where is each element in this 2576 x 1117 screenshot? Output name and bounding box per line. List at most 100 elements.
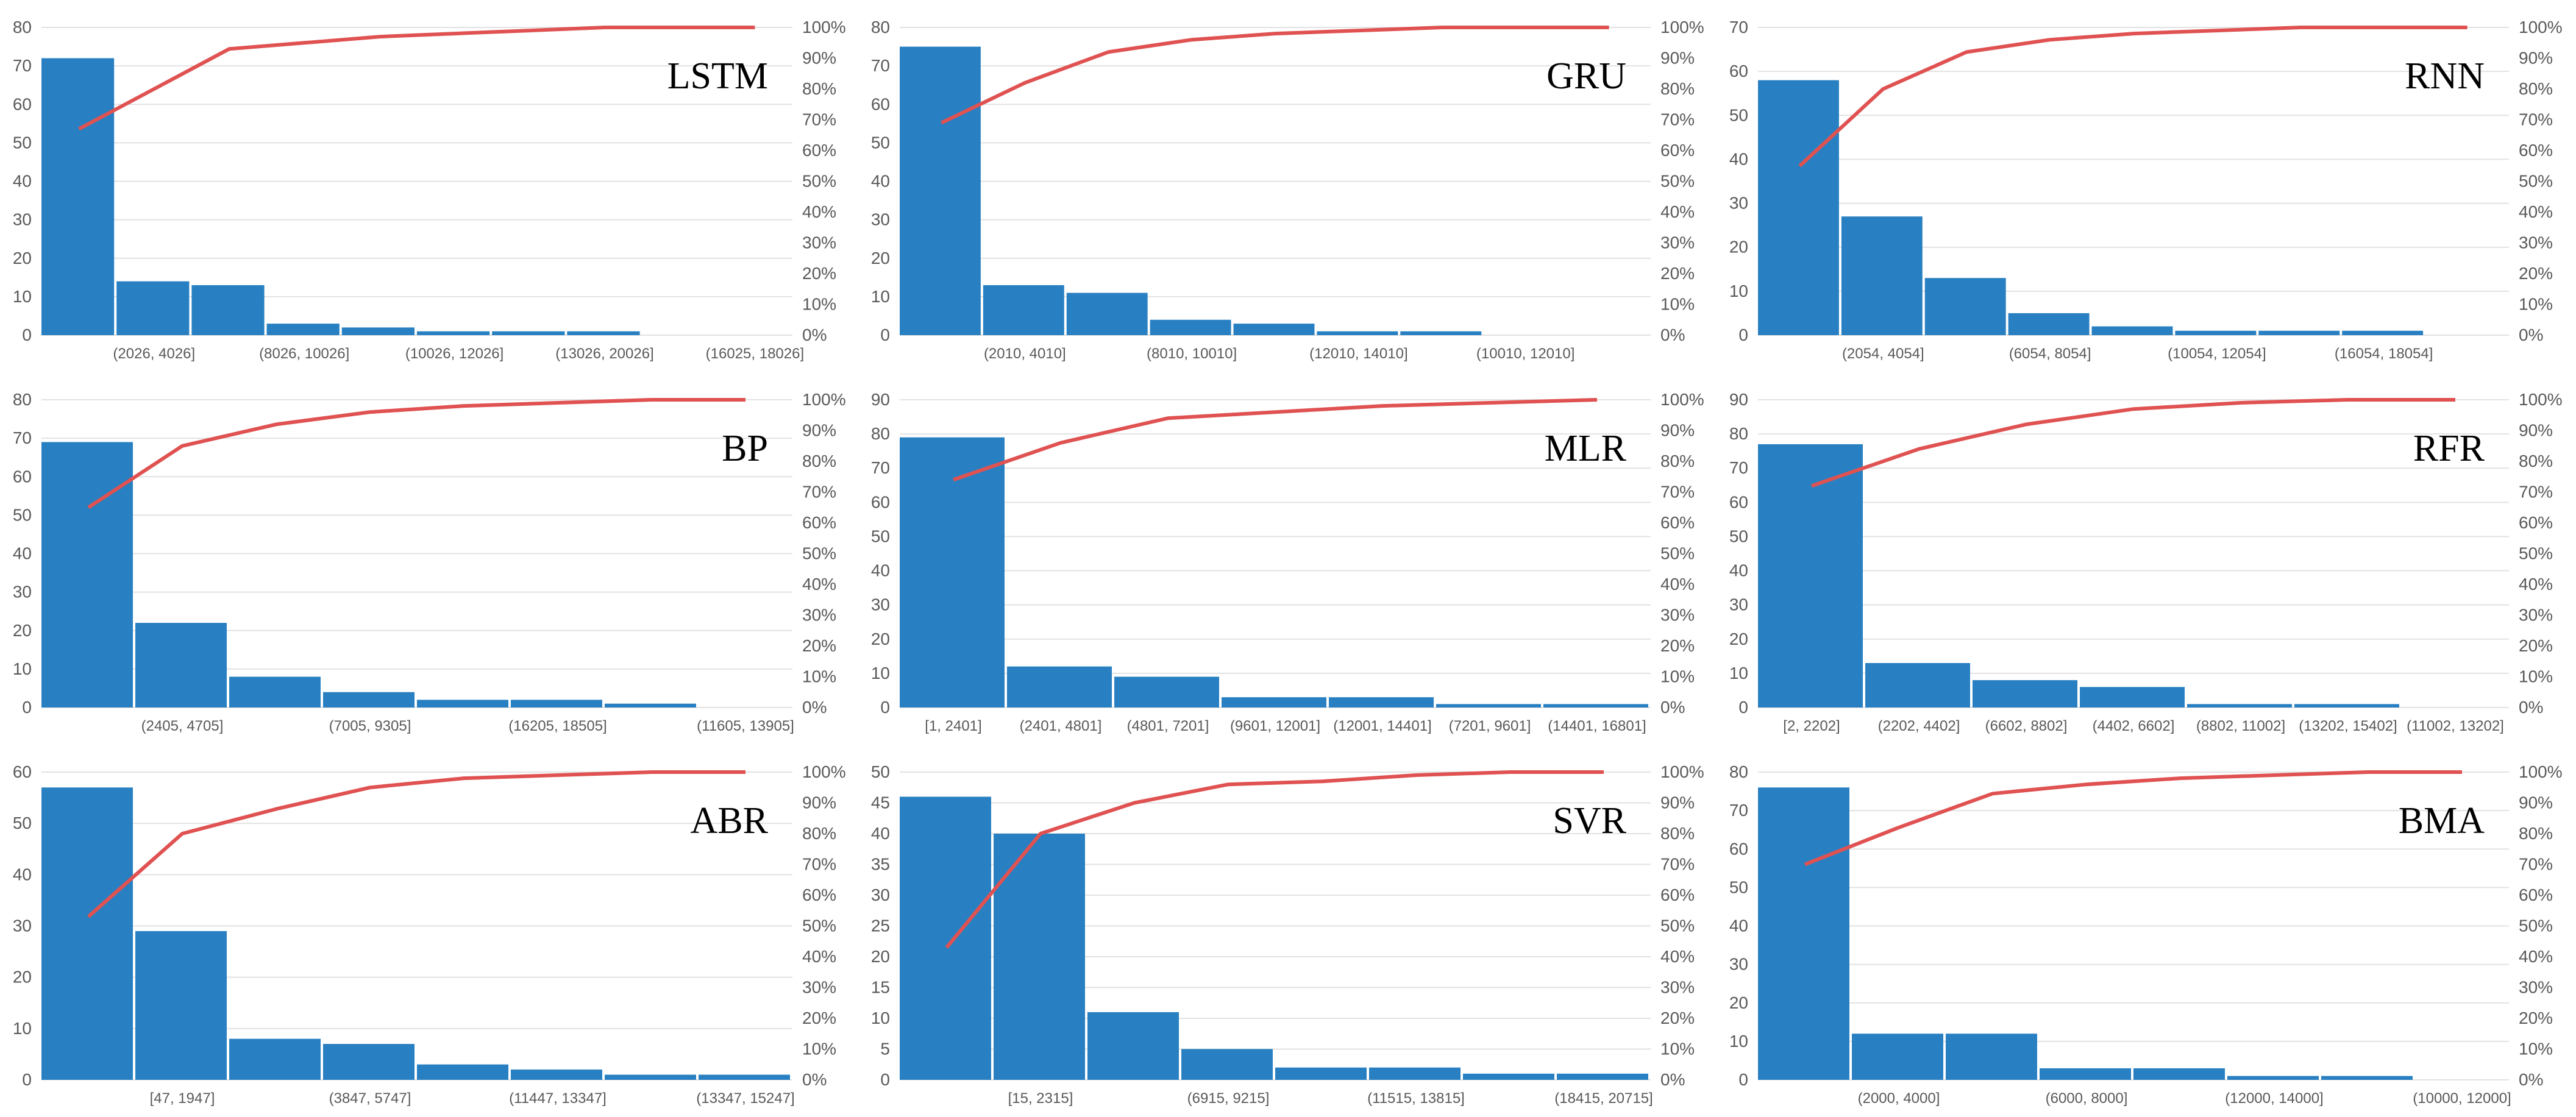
y-tick-label: 10 bbox=[1729, 282, 1748, 300]
y2-tick-label: 90% bbox=[2519, 421, 2553, 440]
y-tick-label: 30 bbox=[13, 583, 32, 601]
y-tick-label: 80 bbox=[1729, 762, 1748, 781]
y2-tick-label: 80% bbox=[2519, 79, 2553, 98]
bar bbox=[41, 442, 133, 707]
y2-tick-label: 60% bbox=[2519, 513, 2553, 532]
chart-panel-svr: 0 5 10 15 20 25 30 35 40 45 50 0% 10% 20% 30% 40% 50% 60%… bbox=[871, 762, 1704, 1107]
y-tick-label: 80 bbox=[13, 18, 32, 37]
bar bbox=[1007, 666, 1112, 707]
bar bbox=[1865, 663, 1970, 707]
y-tick-label: 80 bbox=[1729, 424, 1748, 443]
chart-panel-mlr: 0 10 20 30 40 50 60 70 80 90 0% 10% 20% 30% 40% 50% 60% 7… bbox=[871, 390, 1704, 734]
model-label: RFR bbox=[2413, 428, 2485, 469]
x-tick-label: (2202, 4402] bbox=[1878, 718, 1960, 734]
y-tick-label: 90 bbox=[871, 390, 890, 409]
y-tick-label: 60 bbox=[13, 762, 32, 781]
x-tick-label: (2054, 4054] bbox=[1842, 346, 1924, 362]
y2-tick-label: 90% bbox=[2519, 793, 2553, 812]
y-tick-label: 30 bbox=[1729, 595, 1748, 614]
y2-tick-label: 30% bbox=[802, 978, 836, 997]
y2-tick-label: 0% bbox=[802, 325, 827, 344]
y2-tick-label: 70% bbox=[1660, 483, 1695, 502]
y2-tick-label: 40% bbox=[1660, 575, 1695, 594]
y2-tick-label: 100% bbox=[1660, 762, 1704, 781]
x-tick-label: (16205, 18505] bbox=[508, 718, 607, 734]
x-tick-label: (11002, 13202] bbox=[2407, 718, 2504, 734]
y2-tick-label: 60% bbox=[802, 141, 836, 160]
y-tick-label: 0 bbox=[1738, 698, 1748, 717]
bar bbox=[1087, 1012, 1179, 1080]
x-tick-label: (7005, 9305] bbox=[329, 718, 411, 734]
y2-tick-label: 30% bbox=[1660, 978, 1695, 997]
y2-tick-label: 80% bbox=[1660, 452, 1695, 470]
y-tick-label: 50 bbox=[13, 505, 32, 524]
y-tick-label: 15 bbox=[871, 978, 890, 997]
y-tick-label: 80 bbox=[871, 18, 890, 37]
x-tick-label: (8026, 10026] bbox=[259, 346, 349, 362]
chart-panel-abr: 0 10 20 30 40 50 60 0% 10% 20% 30% 40% 50% 60% 70% 80% 9… bbox=[13, 762, 846, 1107]
x-tick-label: (7201, 9601] bbox=[1449, 718, 1531, 734]
chart-panel-rfr: 0 10 20 30 40 50 60 70 80 90 0% 10% 20% 30% 40% 50% 60% 7… bbox=[1729, 390, 2563, 734]
y2-tick-label: 90% bbox=[1660, 793, 1695, 812]
x-tick-label: (3847, 5747] bbox=[329, 1090, 411, 1107]
y-tick-label: 30 bbox=[1729, 194, 1748, 213]
bar bbox=[1841, 216, 1923, 335]
x-tick-label: (11447, 13347] bbox=[509, 1090, 607, 1107]
x-tick-label: [2, 2202] bbox=[1783, 718, 1840, 734]
y2-tick-label: 90% bbox=[802, 421, 836, 440]
y-tick-label: 30 bbox=[13, 917, 32, 935]
bar bbox=[323, 1044, 415, 1080]
bar bbox=[1946, 1034, 2037, 1080]
chart-panel-gru: 0 10 20 30 40 50 60 70 80 0% 10% 20% 30% 40% 50% 60% 70%… bbox=[871, 18, 1704, 362]
bar bbox=[2040, 1068, 2131, 1080]
y-tick-label: 60 bbox=[871, 94, 890, 113]
y2-tick-label: 20% bbox=[802, 264, 836, 283]
y2-tick-label: 20% bbox=[1660, 264, 1695, 283]
x-tick-label: (13202, 15402] bbox=[2299, 718, 2397, 734]
bar bbox=[266, 324, 340, 335]
y2-tick-label: 50% bbox=[2519, 172, 2553, 191]
bar bbox=[994, 834, 1085, 1080]
y-tick-label: 40 bbox=[1729, 561, 1748, 580]
y-tick-label: 40 bbox=[1729, 149, 1748, 168]
y2-tick-label: 40% bbox=[1660, 947, 1695, 966]
bar bbox=[2342, 330, 2424, 335]
y2-tick-label: 50% bbox=[802, 172, 836, 191]
bar bbox=[41, 58, 115, 335]
model-label: ABR bbox=[691, 800, 769, 842]
y-tick-label: 80 bbox=[871, 424, 890, 443]
x-tick-label: (2000, 4000] bbox=[1858, 1090, 1940, 1107]
bar bbox=[900, 46, 981, 335]
y-tick-label: 0 bbox=[22, 325, 32, 344]
bar bbox=[1463, 1073, 1554, 1080]
y2-tick-label: 10% bbox=[2519, 295, 2553, 314]
cumulative-percent-line bbox=[941, 26, 1609, 125]
bar bbox=[417, 1064, 508, 1080]
y2-tick-label: 70% bbox=[802, 110, 836, 129]
y-tick-label: 50 bbox=[871, 762, 890, 781]
y-tick-label: 0 bbox=[1738, 1070, 1748, 1089]
y2-tick-label: 100% bbox=[1660, 390, 1704, 409]
bar bbox=[1066, 293, 1148, 335]
y-tick-label: 30 bbox=[1729, 955, 1748, 974]
bar bbox=[1436, 704, 1541, 707]
y2-tick-label: 90% bbox=[802, 793, 836, 812]
bar bbox=[1543, 704, 1648, 707]
y2-tick-label: 60% bbox=[1660, 141, 1695, 160]
y2-tick-label: 0% bbox=[802, 698, 827, 717]
bar bbox=[2175, 330, 2257, 335]
y2-tick-label: 90% bbox=[1660, 49, 1695, 68]
y2-tick-label: 100% bbox=[2519, 762, 2563, 781]
x-tick-label: (2401, 4801] bbox=[1020, 718, 1102, 734]
y2-tick-label: 50% bbox=[802, 544, 836, 563]
y-tick-label: 0 bbox=[22, 1070, 32, 1089]
bar bbox=[116, 281, 190, 335]
y2-tick-label: 70% bbox=[1660, 855, 1695, 874]
y-tick-label: 0 bbox=[880, 1070, 890, 1089]
y2-tick-label: 20% bbox=[2519, 1009, 2553, 1027]
y2-tick-label: 40% bbox=[802, 575, 836, 594]
y-tick-label: 70 bbox=[13, 56, 32, 75]
x-tick-label: (6915, 9215] bbox=[1187, 1090, 1270, 1107]
bar bbox=[41, 787, 133, 1080]
y2-tick-label: 50% bbox=[2519, 544, 2553, 563]
